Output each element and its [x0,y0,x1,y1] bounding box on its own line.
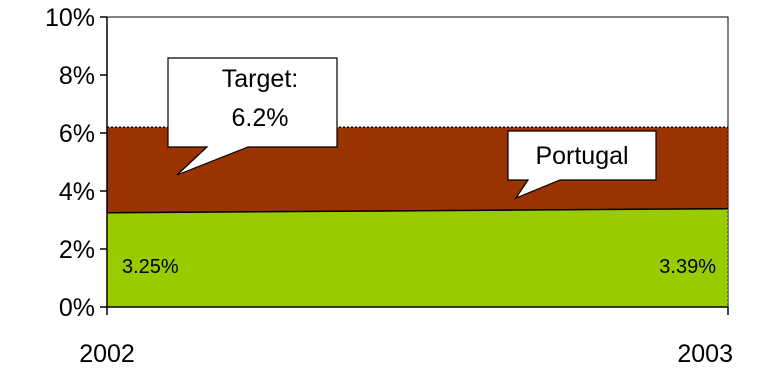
x-tick-label: 2003 [677,340,733,368]
target-callout-line1: Target: [222,65,298,93]
x-tick-label: 2002 [79,340,135,368]
y-tick-label: 6% [59,120,95,148]
target-callout-line2: 6.2% [232,104,289,132]
data-label-2003: 3.39% [659,256,716,278]
y-tick-label: 4% [59,178,95,206]
target-callout [167,57,338,176]
portugal-area [107,208,728,307]
y-tick-label: 2% [59,236,95,264]
y-tick-label: 8% [59,62,95,90]
y-tick-label: 0% [59,294,95,322]
portugal-callout-label: Portugal [535,142,628,170]
y-tick-label: 10% [45,4,95,32]
portugal-line [106,207,729,214]
portugal-callout [507,130,657,200]
data-label-2002: 3.25% [122,256,179,278]
